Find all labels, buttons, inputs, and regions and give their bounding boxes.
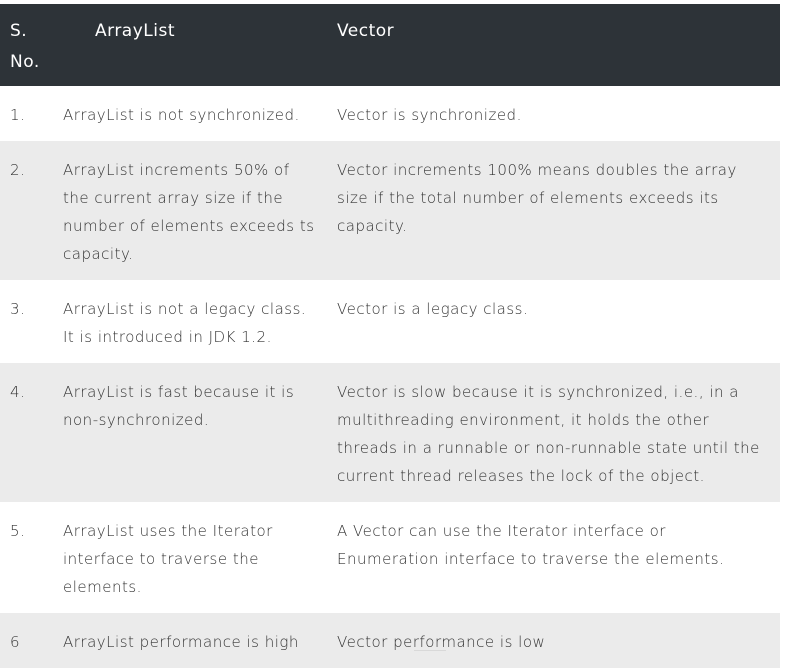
table-row: 1. ArrayList is not synchronized. Vector… xyxy=(0,86,780,141)
cell-vector: Vector performance is low xyxy=(327,613,780,668)
cell-vector: Vector is slow because it is synchronize… xyxy=(327,363,780,502)
table-body: 1. ArrayList is not synchronized. Vector… xyxy=(0,86,780,668)
table-row: 3. ArrayList is not a legacy class. It i… xyxy=(0,280,780,363)
cell-arraylist: ArrayList increments 50% of the current … xyxy=(53,141,327,280)
comparison-table: S. No. ArrayList Vector 1. ArrayList is … xyxy=(0,4,780,668)
cell-arraylist: ArrayList performance is high xyxy=(53,613,327,668)
table-row: 2. ArrayList increments 50% of the curre… xyxy=(0,141,780,280)
cell-arraylist: ArrayList is fast because it is non-sync… xyxy=(53,363,327,502)
cell-vector: A Vector can use the Iterator interface … xyxy=(327,502,780,613)
header-vector: Vector xyxy=(327,4,780,86)
cell-sno: 3. xyxy=(0,280,53,363)
table-row: 6 ArrayList performance is high Vector p… xyxy=(0,613,780,668)
table-row: 5. ArrayList uses the Iterator interface… xyxy=(0,502,780,613)
cell-sno: 6 xyxy=(0,613,53,668)
cell-arraylist: ArrayList is not synchronized. xyxy=(53,86,327,141)
cell-sno: 1. xyxy=(0,86,53,141)
cell-sno: 4. xyxy=(0,363,53,502)
cell-arraylist: ArrayList is not a legacy class. It is i… xyxy=(53,280,327,363)
cell-vector: Vector is a legacy class. xyxy=(327,280,780,363)
header-arraylist: ArrayList xyxy=(53,4,327,86)
header-sno: S. No. xyxy=(0,4,53,86)
table-header: S. No. ArrayList Vector xyxy=(0,4,780,86)
divider xyxy=(414,650,446,654)
cell-vector: Vector is synchronized. xyxy=(327,86,780,141)
table-row: 4. ArrayList is fast because it is non-s… xyxy=(0,363,780,502)
cell-vector: Vector increments 100% means doubles the… xyxy=(327,141,780,280)
header-row: S. No. ArrayList Vector xyxy=(0,4,780,86)
cell-arraylist: ArrayList uses the Iterator interface to… xyxy=(53,502,327,613)
cell-sno: 5. xyxy=(0,502,53,613)
cell-sno: 2. xyxy=(0,141,53,280)
